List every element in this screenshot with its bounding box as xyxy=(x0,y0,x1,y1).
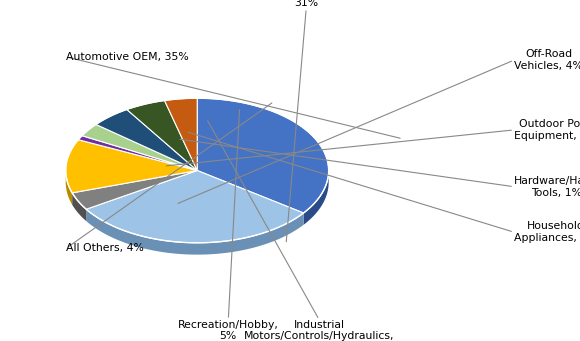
Text: Automotive OEM, 35%: Automotive OEM, 35% xyxy=(66,52,188,62)
Polygon shape xyxy=(165,98,197,170)
Polygon shape xyxy=(72,193,86,221)
Text: Automotive Suppliers,
31%: Automotive Suppliers, 31% xyxy=(246,0,367,8)
Polygon shape xyxy=(127,101,197,170)
Text: Hardware/Hand
Tools, 1%: Hardware/Hand Tools, 1% xyxy=(514,176,580,197)
Text: Industrial
Motors/Controls/Hydraulics,
5%: Industrial Motors/Controls/Hydraulics, 5… xyxy=(244,320,394,341)
Polygon shape xyxy=(86,170,303,243)
Text: All Others, 4%: All Others, 4% xyxy=(66,243,144,253)
Polygon shape xyxy=(197,98,329,213)
Polygon shape xyxy=(72,170,197,209)
Polygon shape xyxy=(66,140,197,193)
Polygon shape xyxy=(96,109,197,170)
Polygon shape xyxy=(66,170,72,205)
Text: Household
Appliances, 3%: Household Appliances, 3% xyxy=(514,221,580,243)
Text: Outdoor Power
Equipment, 12%: Outdoor Power Equipment, 12% xyxy=(514,119,580,141)
Text: Off-Road
Vehicles, 4%: Off-Road Vehicles, 4% xyxy=(514,49,580,71)
Polygon shape xyxy=(78,136,197,170)
Text: Recreation/Hobby,
5%: Recreation/Hobby, 5% xyxy=(178,320,279,341)
Polygon shape xyxy=(82,124,197,170)
Polygon shape xyxy=(86,209,303,255)
Polygon shape xyxy=(303,170,329,225)
